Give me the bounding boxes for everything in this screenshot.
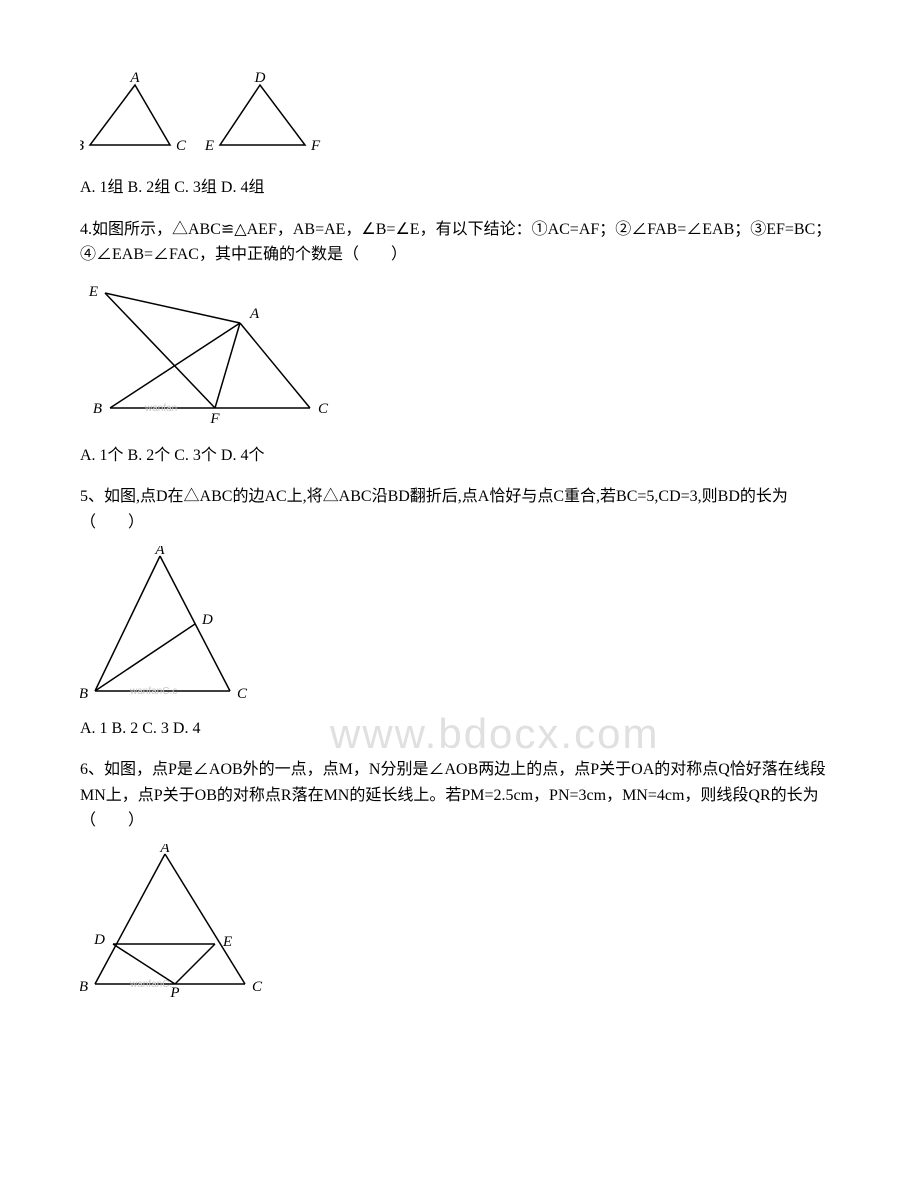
svg-text:E: E	[204, 138, 214, 154]
svg-text:C: C	[176, 138, 187, 154]
q3-options: A. 1组 B. 2组 C. 3组 D. 4组	[80, 175, 840, 201]
svg-text:E: E	[88, 284, 98, 300]
svg-text:C: C	[252, 979, 263, 995]
svg-text:F: F	[310, 138, 321, 154]
svg-text:A: A	[159, 844, 170, 856]
svg-text:A: A	[249, 306, 260, 322]
svg-text:F: F	[209, 411, 220, 427]
svg-text:wanfan: wanfan	[144, 403, 177, 414]
figure-q5: A B C DwanfanC.c	[80, 546, 840, 706]
svg-text:C: C	[318, 401, 329, 417]
svg-text:B: B	[80, 979, 88, 995]
svg-text:D: D	[93, 932, 105, 948]
figure-q4: A B C E Fwanfan	[80, 278, 840, 433]
svg-text:B: B	[80, 138, 84, 154]
q6-svg: ABCDEPwanfanC.	[80, 844, 280, 1004]
page-content: www.bdocx.com ABCDEF A. 1组 B. 2组 C. 3组 D…	[80, 70, 840, 1004]
q6-text: 6、如图，点P是∠AOB外的一点，点M，N分别是∠AOB两边上的点，点P关于OA…	[80, 757, 840, 834]
q5-svg: A B C DwanfanC.c	[80, 546, 260, 706]
triangles-svg: A B C D E F	[80, 70, 340, 165]
svg-text:A: A	[129, 70, 140, 86]
svg-text:D: D	[201, 612, 213, 628]
figure-q6: ABCDEPwanfanC.	[80, 844, 840, 1004]
q4-svg: A B C E Fwanfan	[80, 278, 340, 433]
svg-text:wanfanC.c: wanfanC.c	[129, 686, 177, 697]
q5-options: A. 1 B. 2 C. 3 D. 4	[80, 716, 840, 742]
svg-text:A: A	[154, 546, 165, 558]
q4-text: 4.如图所示，△ABC≌△AEF，AB=AE，∠B=∠E，有以下结论：①AC=A…	[80, 217, 840, 268]
svg-text:D: D	[254, 70, 266, 86]
q5-text: 5、如图,点D在△ABC的边AC上,将△ABC沿BD翻折后,点A恰好与点C重合,…	[80, 484, 840, 535]
svg-text:C: C	[237, 686, 248, 702]
svg-text:wanfanC.: wanfanC.	[129, 979, 172, 990]
figure-q3-triangles: A B C D E F	[80, 70, 840, 165]
svg-text:B: B	[80, 686, 88, 702]
q4-options: A. 1个 B. 2个 C. 3个 D. 4个	[80, 443, 840, 469]
svg-text:E: E	[222, 934, 232, 950]
svg-text:B: B	[93, 401, 102, 417]
